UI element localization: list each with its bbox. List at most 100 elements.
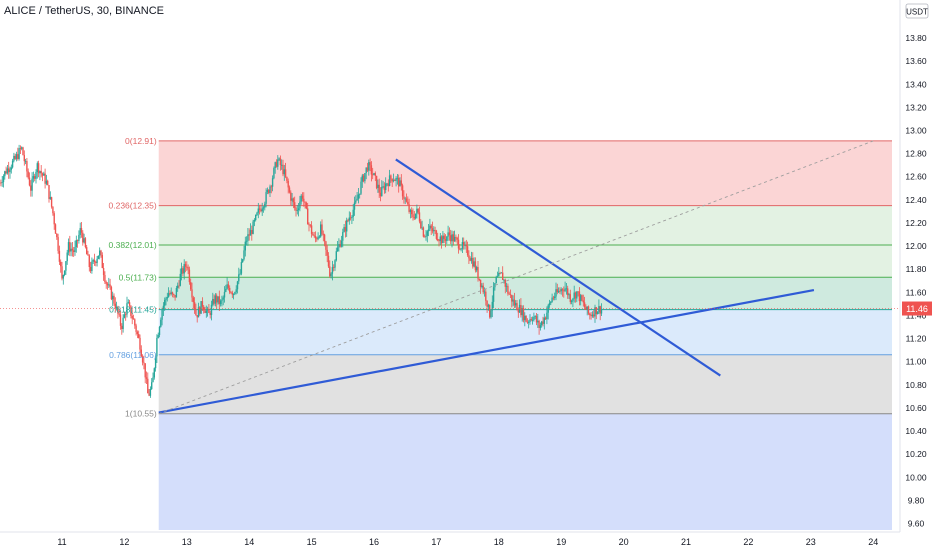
candle-body bbox=[343, 226, 345, 233]
candle-body bbox=[256, 212, 258, 216]
trendlines[interactable] bbox=[0, 140, 900, 415]
candle-body bbox=[60, 261, 62, 267]
fib-labels: 0(12.91) 0.236(12.35) 0.382(12.01) 0.5(11.7… bbox=[109, 136, 157, 419]
time-tick-label: 17 bbox=[431, 537, 441, 547]
price-tick-label: 10.20 bbox=[905, 449, 927, 459]
candle-body bbox=[573, 292, 575, 299]
candle-body bbox=[264, 203, 266, 208]
candle-body bbox=[498, 273, 500, 277]
candle-body bbox=[18, 148, 20, 159]
candle-body bbox=[193, 302, 196, 310]
ascending-support-line[interactable] bbox=[158, 288, 815, 414]
candle-body bbox=[148, 393, 150, 396]
candle-body bbox=[295, 207, 297, 211]
candle-body bbox=[364, 173, 366, 182]
candle-body bbox=[466, 246, 469, 256]
fib-diagonal-line[interactable] bbox=[158, 140, 874, 415]
fib-level-label: 0.5(11.73) bbox=[119, 272, 157, 282]
candle-body bbox=[546, 312, 548, 320]
candle-body bbox=[21, 147, 23, 149]
candle-body bbox=[166, 297, 168, 299]
candle-body bbox=[314, 236, 317, 239]
candle-body bbox=[253, 220, 256, 222]
candle-body bbox=[167, 293, 170, 298]
candle-body bbox=[34, 176, 36, 179]
candle-body bbox=[95, 261, 97, 263]
candle-body bbox=[456, 237, 458, 240]
candle-body bbox=[318, 236, 321, 238]
candle-body bbox=[556, 289, 558, 293]
candle-body bbox=[502, 272, 504, 281]
candle-body bbox=[346, 220, 348, 232]
candle-body bbox=[313, 235, 315, 237]
candle-body bbox=[180, 268, 183, 274]
candle-body bbox=[78, 234, 80, 241]
candle-body bbox=[187, 266, 189, 270]
candle-body bbox=[61, 266, 63, 279]
candle-body bbox=[225, 288, 227, 292]
candle-body bbox=[561, 289, 564, 291]
candle-body bbox=[468, 255, 470, 259]
candle-body bbox=[153, 368, 155, 378]
price-tick-label: 11.60 bbox=[906, 287, 927, 297]
price-axis[interactable]: USDT 13.80 13.60 13.40 13.20 13.00 12.80 12.60 1… bbox=[899, 0, 932, 550]
price-tick-label: 9.80 bbox=[908, 495, 925, 505]
candle-body bbox=[152, 377, 154, 383]
candle-body bbox=[39, 171, 41, 174]
candle-body bbox=[284, 169, 287, 177]
candle-body bbox=[404, 198, 406, 200]
candle-body bbox=[499, 273, 501, 274]
candle-body bbox=[190, 282, 192, 290]
candle-body bbox=[356, 198, 358, 201]
time-tick-label: 12 bbox=[119, 537, 129, 547]
candle-body bbox=[27, 171, 29, 178]
candle-body bbox=[63, 270, 66, 276]
candle-body bbox=[89, 267, 92, 272]
candle-body bbox=[355, 200, 357, 203]
candle-body bbox=[495, 277, 497, 284]
candle-body bbox=[123, 314, 126, 318]
candle-body bbox=[144, 363, 146, 378]
candle-body bbox=[88, 255, 90, 268]
candle-body bbox=[366, 167, 369, 171]
candle-body bbox=[91, 261, 93, 272]
candle-body bbox=[35, 171, 37, 179]
candle-body bbox=[274, 162, 276, 169]
candle-body bbox=[595, 307, 597, 315]
candle-body bbox=[70, 248, 72, 252]
candle-body bbox=[175, 288, 178, 298]
candle-body bbox=[265, 192, 267, 204]
candle-body bbox=[13, 155, 15, 161]
time-axis[interactable]: 11 12 13 14 15 16 17 18 19 20 21 22 23 24 bbox=[0, 531, 932, 550]
candle-body bbox=[320, 224, 322, 237]
candle-body bbox=[249, 229, 252, 236]
candle-body bbox=[10, 167, 12, 170]
candle-body bbox=[348, 217, 350, 221]
candle-body bbox=[409, 210, 412, 212]
candle-body bbox=[492, 287, 495, 302]
time-tick-label: 15 bbox=[307, 537, 317, 547]
candle-body bbox=[277, 159, 279, 167]
candle-body bbox=[48, 185, 50, 199]
candle-body bbox=[164, 299, 166, 306]
currency-badge[interactable] bbox=[905, 3, 929, 19]
price-axis-background bbox=[900, 0, 932, 550]
candle-body bbox=[460, 248, 462, 250]
candle-body bbox=[565, 288, 568, 290]
candle-body bbox=[14, 155, 16, 159]
candle-body bbox=[577, 291, 579, 293]
candle-body bbox=[282, 164, 284, 175]
fib-retracement[interactable] bbox=[158, 140, 893, 530]
candle-body bbox=[128, 302, 131, 306]
time-axis-background bbox=[0, 532, 932, 550]
candle-body bbox=[461, 242, 464, 249]
candle-body bbox=[576, 291, 578, 299]
descending-resistance-line[interactable] bbox=[395, 158, 721, 377]
candle-body bbox=[418, 212, 421, 222]
candle-body bbox=[388, 175, 391, 186]
candle-body bbox=[291, 198, 293, 201]
candle-body bbox=[79, 228, 81, 235]
last-price-badge bbox=[902, 301, 932, 316]
candle-body bbox=[62, 275, 64, 279]
